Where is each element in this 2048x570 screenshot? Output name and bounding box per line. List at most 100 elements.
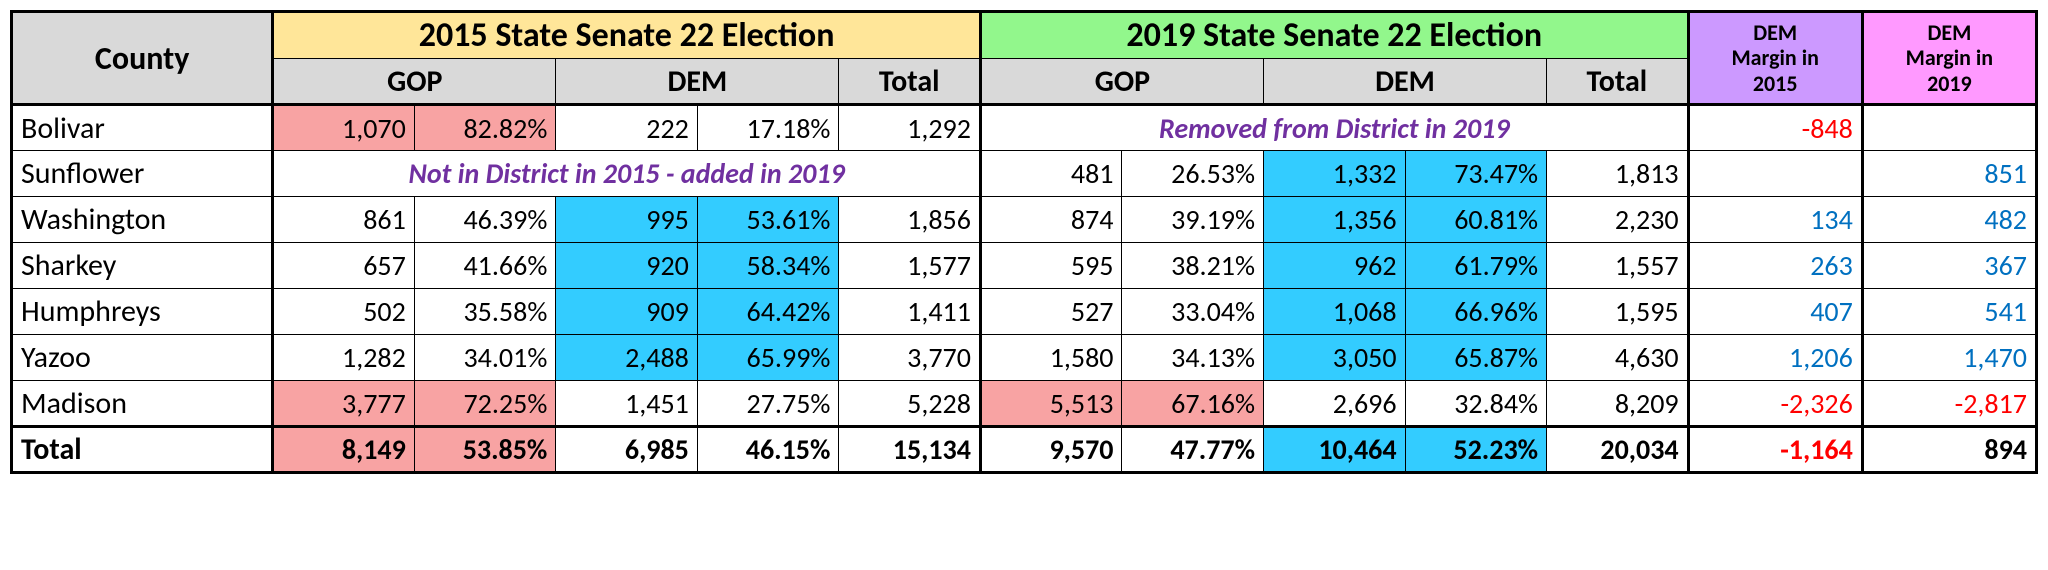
header-2015: 2015 State Senate 22 Election [273,12,981,59]
margin15-line2: Margin in [1731,44,1818,71]
cell: 8,149 [273,427,415,473]
cell: 15,134 [839,427,981,473]
county-name: Washington [12,197,273,243]
table-row: Sunflower Not in District in 2015 - adde… [12,151,2037,197]
gop-2015-header: GOP [273,59,556,105]
cell: 1,282 [273,335,415,381]
cell: -1,164 [1688,427,1862,473]
cell: 541 [1862,289,2036,335]
cell: 3,777 [273,381,415,427]
table-row: Sharkey 657 41.66% 920 58.34% 1,577 595 … [12,243,2037,289]
cell: 61.79% [1405,243,1547,289]
county-name: Yazoo [12,335,273,381]
total-2019-header: Total [1547,59,1689,105]
dem-2019-header: DEM [1264,59,1547,105]
cell: 9,570 [980,427,1122,473]
cell: 1,451 [556,381,698,427]
county-header: County [12,12,273,105]
cell: 2,488 [556,335,698,381]
cell: 1,557 [1547,243,1689,289]
cell: 10,464 [1264,427,1406,473]
note-added: Not in District in 2015 - added in 2019 [273,151,981,197]
cell: 1,595 [1547,289,1689,335]
cell: 482 [1862,197,2036,243]
cell: 1,068 [1264,289,1406,335]
note-removed: Removed from District in 2019 [980,105,1688,151]
cell: 1,470 [1862,335,2036,381]
cell: 1,070 [273,105,415,151]
cell: 3,050 [1264,335,1406,381]
cell: 46.15% [697,427,839,473]
cell: 367 [1862,243,2036,289]
cell: 1,580 [980,335,1122,381]
cell: 263 [1688,243,1862,289]
cell: 407 [1688,289,1862,335]
cell: 1,856 [839,197,981,243]
cell: 73.47% [1405,151,1547,197]
cell: 65.99% [697,335,839,381]
cell [1862,105,2036,151]
cell: 46.39% [414,197,556,243]
cell: 1,292 [839,105,981,151]
cell: 6,985 [556,427,698,473]
cell: 1,813 [1547,151,1689,197]
cell: 5,228 [839,381,981,427]
cell: -848 [1688,105,1862,151]
county-name: Sunflower [12,151,273,197]
cell: 27.75% [697,381,839,427]
cell: 995 [556,197,698,243]
cell: 41.66% [414,243,556,289]
header-2019: 2019 State Senate 22 Election [980,12,1688,59]
cell: 52.23% [1405,427,1547,473]
cell: 481 [980,151,1122,197]
cell: 34.01% [414,335,556,381]
cell: 4,630 [1547,335,1689,381]
table-row: Washington 861 46.39% 995 53.61% 1,856 8… [12,197,2037,243]
margin15-line3: 2015 [1753,70,1798,97]
cell: 53.85% [414,427,556,473]
cell: 8,209 [1547,381,1689,427]
header-row-1: County 2015 State Senate 22 Election 201… [12,12,2037,59]
cell: 67.16% [1122,381,1264,427]
cell: 39.19% [1122,197,1264,243]
county-name: Sharkey [12,243,273,289]
header-margin-2015: DEM Margin in 2015 [1688,12,1862,105]
cell: -2,326 [1688,381,1862,427]
cell: 1,332 [1264,151,1406,197]
cell: 5,513 [980,381,1122,427]
cell: 3,770 [839,335,981,381]
county-name: Bolivar [12,105,273,151]
cell: 874 [980,197,1122,243]
cell: 851 [1862,151,2036,197]
margin19-line1: DEM [1927,19,1971,46]
cell: 920 [556,243,698,289]
cell: 72.25% [414,381,556,427]
cell: 1,356 [1264,197,1406,243]
cell: 38.21% [1122,243,1264,289]
table-row: Bolivar 1,070 82.82% 222 17.18% 1,292 Re… [12,105,2037,151]
cell: 2,696 [1264,381,1406,427]
cell: 527 [980,289,1122,335]
cell: 26.53% [1122,151,1264,197]
cell: 34.13% [1122,335,1264,381]
table-row: Humphreys 502 35.58% 909 64.42% 1,411 52… [12,289,2037,335]
cell: 962 [1264,243,1406,289]
margin19-line3: 2019 [1927,70,1972,97]
gop-2019-header: GOP [980,59,1263,105]
cell: 17.18% [697,105,839,151]
cell: 20,034 [1547,427,1689,473]
cell: -2,817 [1862,381,2036,427]
cell: 82.82% [414,105,556,151]
cell: 64.42% [697,289,839,335]
cell: 2,230 [1547,197,1689,243]
table-row: Madison 3,777 72.25% 1,451 27.75% 5,228 … [12,381,2037,427]
cell: 58.34% [697,243,839,289]
county-name: Humphreys [12,289,273,335]
cell: 1,577 [839,243,981,289]
cell: 134 [1688,197,1862,243]
election-table: County 2015 State Senate 22 Election 201… [10,10,2038,474]
cell: 32.84% [1405,381,1547,427]
dem-2015-header: DEM [556,59,839,105]
cell: 53.61% [697,197,839,243]
cell: 60.81% [1405,197,1547,243]
